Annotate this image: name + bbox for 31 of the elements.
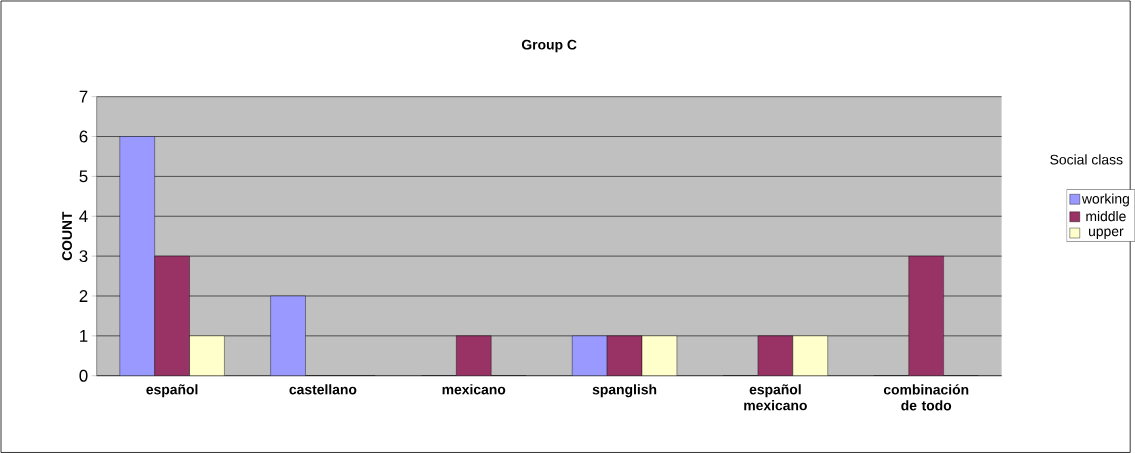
y-tick-label: 0	[79, 369, 88, 382]
bar	[572, 335, 608, 376]
bar	[606, 335, 643, 376]
legend-title: Social class	[1050, 154, 1123, 165]
x-tick-label: spanglish	[592, 383, 657, 398]
y-axis-title: COUNT	[62, 211, 72, 261]
bar	[641, 335, 678, 376]
x-tick-label: mexicano	[442, 383, 506, 395]
chart-title: Group C	[521, 39, 577, 53]
bar	[908, 255, 944, 376]
bar	[792, 335, 828, 376]
bar	[154, 255, 190, 376]
y-tick-label: 2	[79, 289, 88, 302]
legend-label: upper	[1089, 228, 1124, 239]
x-tick-label: castellano	[289, 383, 357, 395]
legend-label: middle	[1086, 210, 1126, 221]
bar	[456, 335, 492, 376]
y-tick-label: 7	[79, 90, 88, 103]
y-tick-label: 1	[80, 329, 88, 342]
y-tick-label: 6	[79, 130, 88, 143]
x-tick-label: español mexicano	[744, 383, 807, 411]
y-tick-label: 5	[79, 170, 88, 183]
bar	[119, 136, 155, 376]
bar	[757, 335, 794, 376]
y-tick-label: 3	[79, 249, 88, 262]
bar	[189, 335, 225, 376]
x-tick-label: español	[146, 383, 198, 397]
y-tick-label: 4	[79, 210, 88, 222]
x-tick-label: combinación de todo	[883, 383, 969, 411]
bar	[270, 295, 306, 376]
legend-label: working	[1081, 193, 1129, 207]
